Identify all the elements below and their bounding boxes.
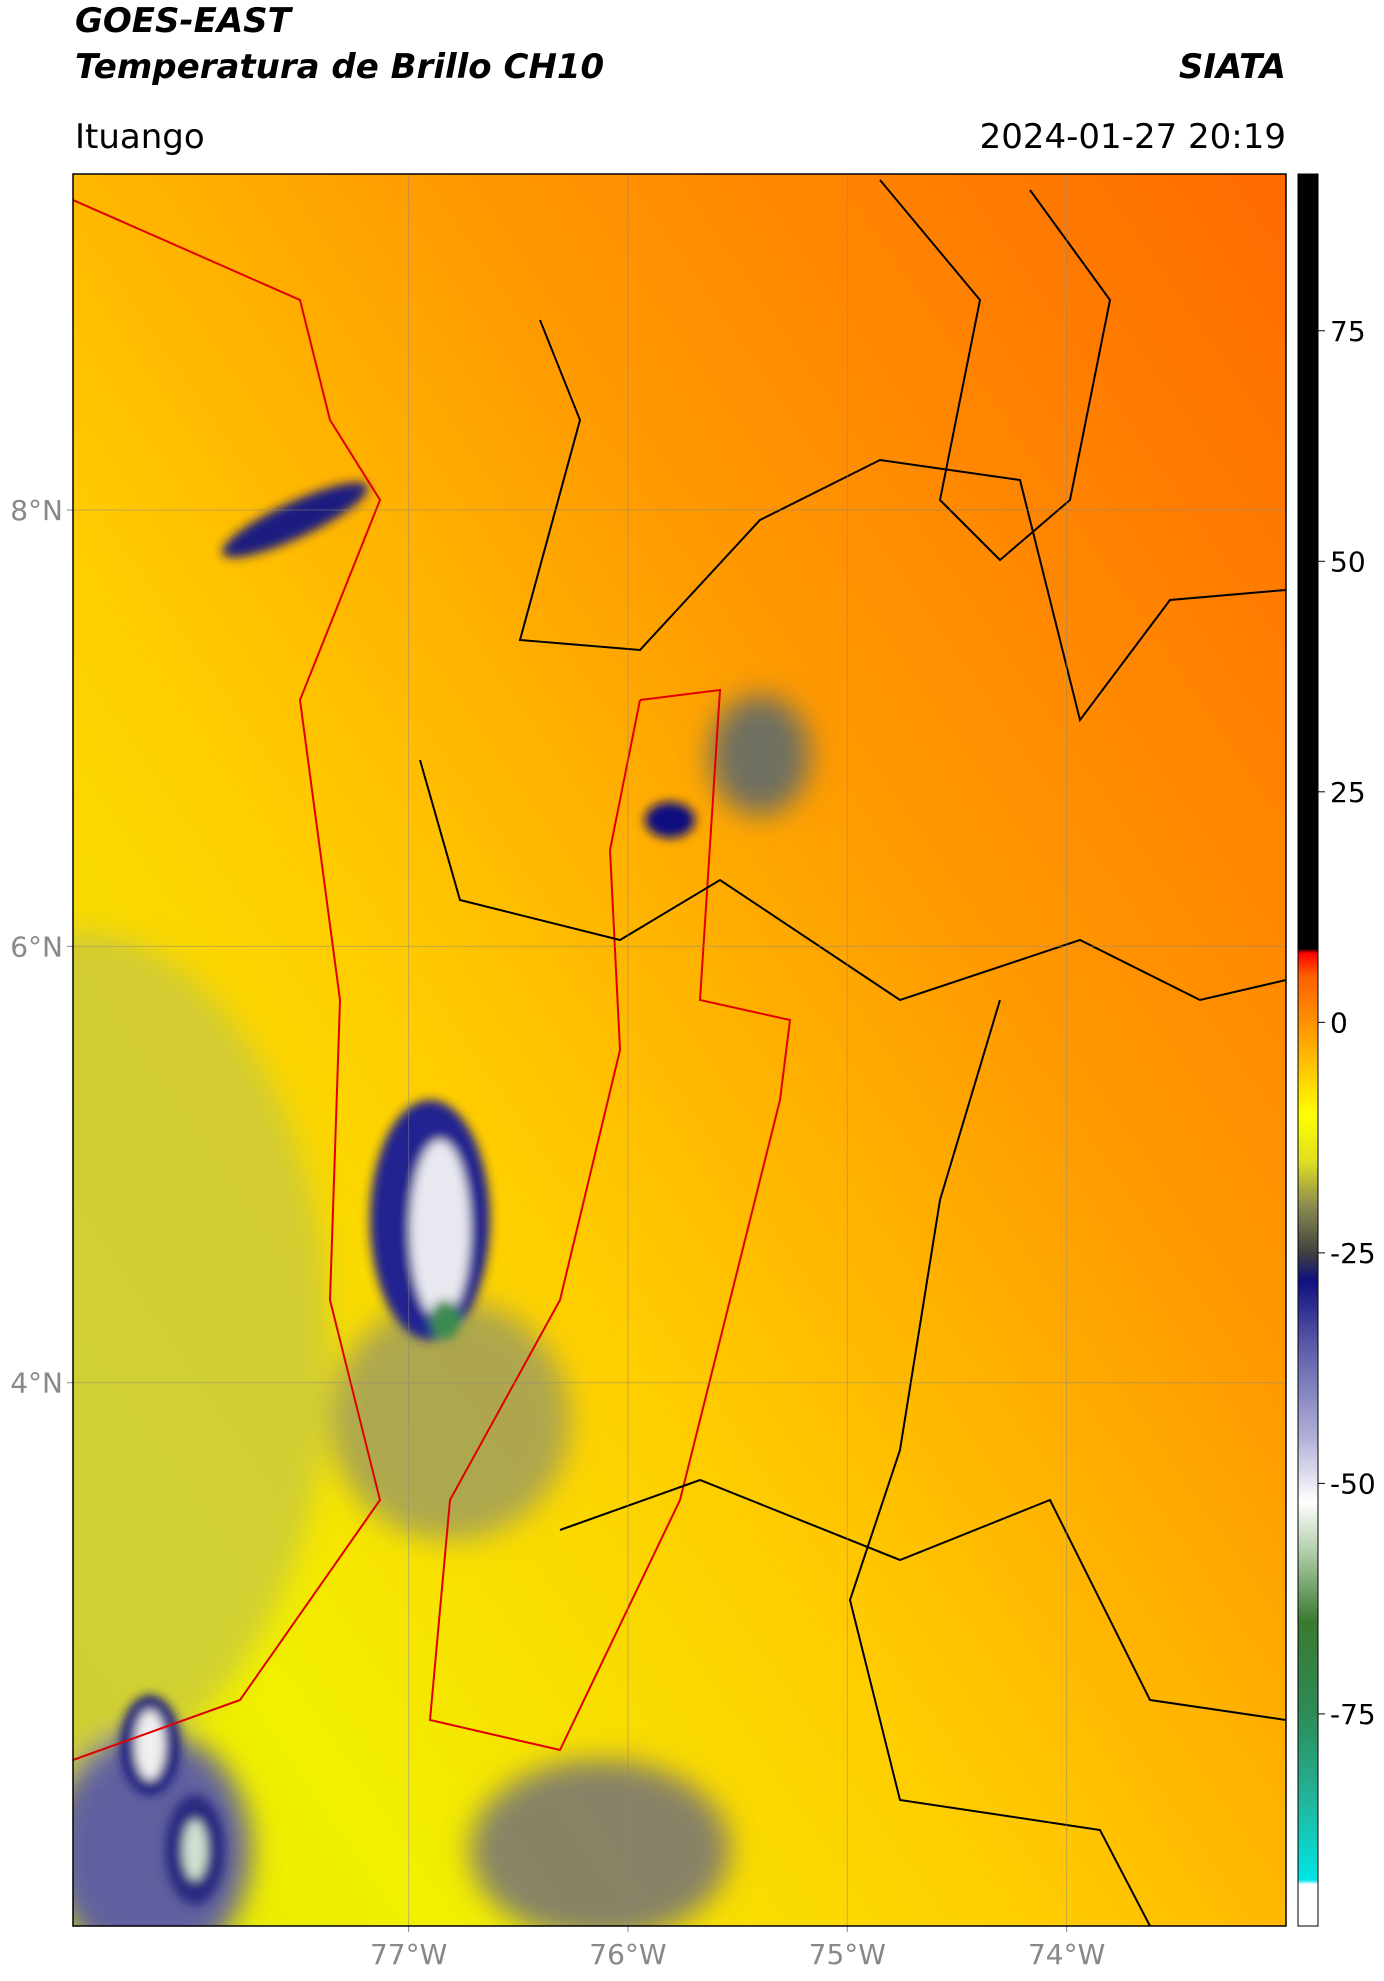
map-field (73, 174, 1286, 1926)
background-field (73, 174, 1286, 1926)
clouds (73, 695, 810, 1926)
y-tick-label: 4°N (10, 1367, 63, 1400)
colorbar-tick-label: 0 (1330, 1006, 1348, 1039)
organization: SIATA (1179, 47, 1286, 87)
title: GOES-EAST (75, 1, 294, 41)
y-tick-label: 8°N (10, 494, 63, 527)
x-tick-label: 77°W (370, 1938, 447, 1971)
x-tick-label: 76°W (589, 1938, 666, 1971)
colorbar-tick-label: -75 (1330, 1698, 1376, 1731)
subtitle: Temperatura de Brillo CH10 (75, 47, 604, 87)
borders (73, 179, 1286, 1926)
map-frame (72, 173, 1287, 1927)
colorbar-tick-label: 50 (1330, 545, 1366, 578)
colorbar-tick-label: -50 (1330, 1467, 1376, 1500)
colorbar-tick-label: 75 (1330, 315, 1366, 348)
cold-tops (120, 482, 695, 1905)
x-tick-label: 74°W (1028, 1938, 1105, 1971)
datetime: 2024-01-27 20:19 (980, 117, 1286, 157)
colorbar: -75 -50 -25 0 25 50 75 (1298, 174, 1376, 1926)
location: Ituango (75, 117, 205, 157)
colorbar-tick-label: -25 (1330, 1237, 1376, 1270)
x-tick-label: 75°W (809, 1938, 886, 1971)
y-tick-label: 6°N (10, 930, 63, 963)
graticule: 77°W 76°W 75°W 74°W 4°N 6°N 8°N (10, 174, 1286, 1971)
colorbar-tick-label: 25 (1330, 776, 1366, 809)
colorbar-frame (1297, 173, 1319, 1927)
colorbar-scale (1298, 174, 1318, 1926)
